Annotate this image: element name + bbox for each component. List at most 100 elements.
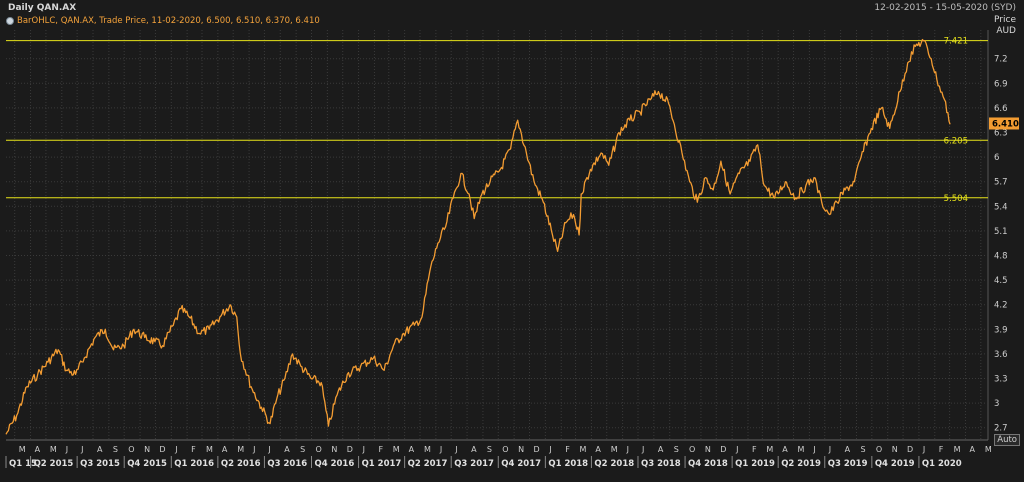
quarter-label: Q3 2018 — [641, 459, 681, 469]
y-tick-label: 4.8 — [994, 252, 1008, 262]
month-tick-label: S — [674, 445, 679, 454]
month-tick-label: M — [766, 445, 773, 454]
month-tick-label: A — [97, 445, 103, 454]
month-tick-label: A — [284, 445, 290, 454]
quarter-label: Q3 2017 — [454, 459, 494, 469]
month-tick-label: J — [641, 445, 644, 454]
y-tick-label: 4.2 — [994, 301, 1008, 311]
month-tick-label: F — [565, 445, 570, 454]
series-legend[interactable]: BarOHLC, QAN.AX, Trade Price, 11-02-2020… — [6, 16, 320, 26]
quarter-label: Q2 2015 — [34, 459, 74, 469]
month-tick-label: J — [548, 445, 551, 454]
quarter-label: Q3 2015 — [80, 459, 120, 469]
quarter-label: Q1 2019 — [735, 459, 775, 469]
month-tick-label: M — [19, 445, 26, 454]
month-tick-label: M — [50, 445, 57, 454]
month-tick-label: F — [191, 445, 196, 454]
y-tick-label: 3.6 — [994, 350, 1008, 360]
month-tick-label: J — [812, 445, 815, 454]
month-tick-label: O — [876, 445, 882, 454]
quarter-label: Q3 2019 — [828, 459, 868, 469]
date-range: 12-02-2015 - 15-05-2020 (SYD) — [874, 3, 1016, 13]
month-tick-label: A — [409, 445, 415, 454]
price-level-label: 5.504 — [944, 194, 968, 204]
last-price-tag — [989, 117, 1019, 130]
month-tick-label: A — [35, 445, 41, 454]
y-tick-label: 4.5 — [994, 276, 1008, 286]
quarter-label: Q4 2016 — [314, 459, 354, 469]
month-tick-label: J — [626, 445, 629, 454]
legend-text: BarOHLC, QAN.AX, Trade Price, 11-02-2020… — [17, 16, 320, 26]
y-tick-label: 6.6 — [994, 104, 1008, 114]
month-tick-label: N — [331, 445, 337, 454]
month-tick-label: F — [752, 445, 757, 454]
quarter-label: Q2 2019 — [781, 459, 821, 469]
y-tick-label: 3.3 — [994, 375, 1008, 385]
month-tick-label: F — [378, 445, 383, 454]
quarter-label: Q4 2018 — [688, 459, 728, 469]
month-tick-label: N — [892, 445, 898, 454]
y-tick-label: 2.7 — [994, 424, 1008, 434]
month-tick-label: A — [782, 445, 788, 454]
y-tick-label: 6 — [994, 153, 999, 163]
month-tick-label: J — [252, 445, 255, 454]
month-tick-label: O — [502, 445, 508, 454]
y-tick-label: 6.3 — [994, 129, 1008, 139]
month-tick-label: A — [471, 445, 477, 454]
month-tick-label: D — [159, 445, 165, 454]
month-tick-label: M — [954, 445, 961, 454]
month-tick-label: J — [439, 445, 442, 454]
month-tick-label: J — [174, 445, 177, 454]
quarter-label: Q1 15 — [9, 459, 37, 469]
month-tick-label: J — [454, 445, 457, 454]
quarter-label: Q2 2017 — [408, 459, 448, 469]
series-toggle-icon[interactable] — [6, 17, 14, 25]
last-price-label: 6.410 — [992, 119, 1019, 129]
month-tick-label: A — [845, 445, 851, 454]
quarter-label: Q2 2016 — [221, 459, 261, 469]
month-tick-label: J — [828, 445, 831, 454]
y-tick-label: 3.9 — [994, 325, 1008, 335]
y-tick-label: 5.4 — [994, 202, 1008, 212]
month-tick-label: M — [798, 445, 805, 454]
quarter-label: Q3 2016 — [267, 459, 307, 469]
month-tick-label: A — [595, 445, 601, 454]
month-tick-label: J — [362, 445, 365, 454]
month-tick-label: J — [65, 445, 68, 454]
quarter-label: Q4 2015 — [127, 459, 167, 469]
month-tick-label: M — [424, 445, 431, 454]
chart-title: Daily QAN.AX — [8, 3, 77, 13]
month-tick-label: N — [518, 445, 524, 454]
currency-axis-title: AUD — [996, 26, 1016, 36]
month-tick-label: D — [347, 445, 353, 454]
month-tick-label: O — [315, 445, 321, 454]
month-tick-label: S — [113, 445, 118, 454]
price-series-line — [5, 38, 951, 435]
month-tick-label: M — [580, 445, 587, 454]
y-tick-label: 5.7 — [994, 178, 1008, 188]
month-tick-label: J — [922, 445, 925, 454]
month-tick-label: A — [222, 445, 228, 454]
month-tick-label: J — [735, 445, 738, 454]
y-tick-label: 3 — [994, 399, 999, 409]
y-tick-label: 7.2 — [994, 55, 1008, 65]
y-tick-label: 5.1 — [994, 227, 1008, 237]
quarter-label: Q1 2016 — [174, 459, 214, 469]
month-tick-label: A — [969, 445, 975, 454]
month-tick-label: S — [860, 445, 865, 454]
month-tick-label: S — [300, 445, 305, 454]
month-tick-label: D — [907, 445, 913, 454]
month-tick-label: S — [487, 445, 492, 454]
month-tick-label: O — [689, 445, 695, 454]
month-tick-label: D — [720, 445, 726, 454]
auto-scale-button[interactable]: Auto — [994, 434, 1020, 446]
quarter-label: Q1 2017 — [362, 459, 402, 469]
month-tick-label: M — [985, 445, 992, 454]
month-tick-label: M — [611, 445, 618, 454]
month-tick-label: O — [128, 445, 134, 454]
price-axis-title: Price — [994, 15, 1016, 25]
quarter-label: Q2 2018 — [594, 459, 634, 469]
month-tick-label: M — [206, 445, 213, 454]
month-tick-label: M — [237, 445, 244, 454]
